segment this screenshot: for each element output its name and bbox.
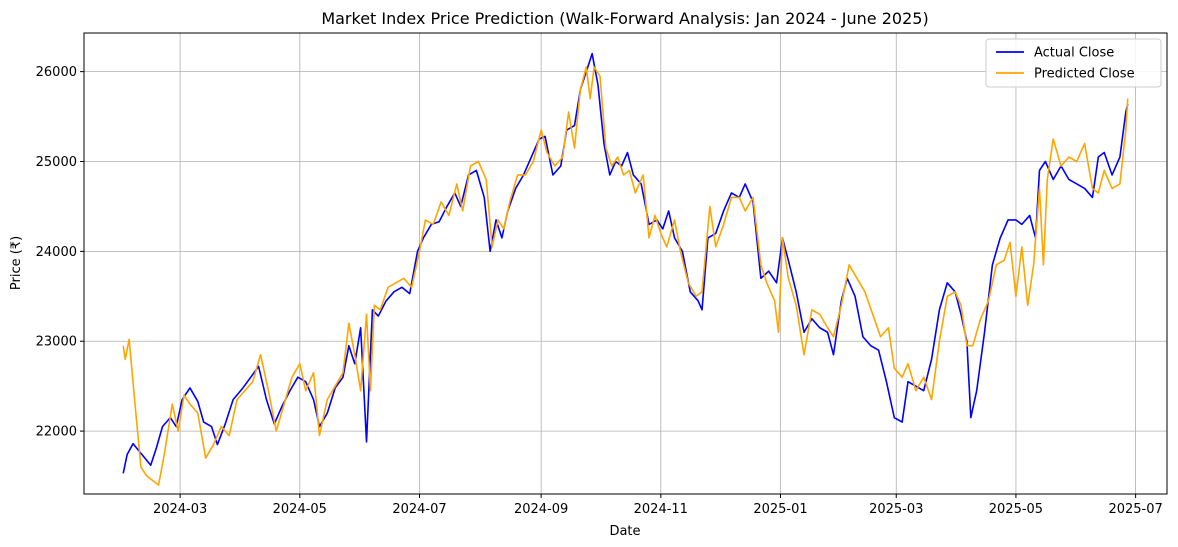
y-tick-label: 22000	[36, 425, 77, 440]
plot-frame	[83, 32, 1168, 495]
legend-label: Actual Close	[1034, 46, 1114, 61]
x-axis-ticks: 2024-03 2024-05 2024-07 2024-09 2024-11 2025-…	[153, 494, 1163, 517]
y-axis-ticks: 22000 23000 24000 25000 26000	[36, 65, 84, 440]
grid-lines	[84, 33, 1167, 494]
chart-title: Market Index Price Prediction (Walk-Forw…	[321, 9, 928, 28]
y-tick-label: 25000	[36, 155, 77, 170]
legend-label: Predicted Close	[1034, 67, 1135, 82]
y-tick-label: 23000	[36, 335, 77, 350]
x-tick-label: 2024-11	[634, 502, 688, 517]
x-tick-label: 2024-05	[273, 502, 327, 517]
x-tick-label: 2025-05	[989, 502, 1043, 517]
y-tick-label: 24000	[36, 245, 77, 260]
plot-series	[122, 52, 1129, 486]
x-tick-label: 2024-09	[514, 502, 568, 517]
y-axis-label: Price (₹)	[9, 236, 24, 290]
legend: Actual Close Predicted Close	[985, 38, 1162, 88]
x-tick-label: 2025-03	[869, 502, 923, 517]
x-tick-label: 2025-01	[753, 502, 807, 517]
x-tick-label: 2024-03	[153, 502, 207, 517]
x-axis-label: Date	[609, 524, 640, 539]
x-tick-label: 2024-07	[392, 502, 446, 517]
series-line-2	[122, 66, 1129, 486]
legend-box	[985, 38, 1162, 88]
x-tick-label: 2025-07	[1108, 502, 1162, 517]
y-tick-label: 26000	[36, 65, 77, 80]
